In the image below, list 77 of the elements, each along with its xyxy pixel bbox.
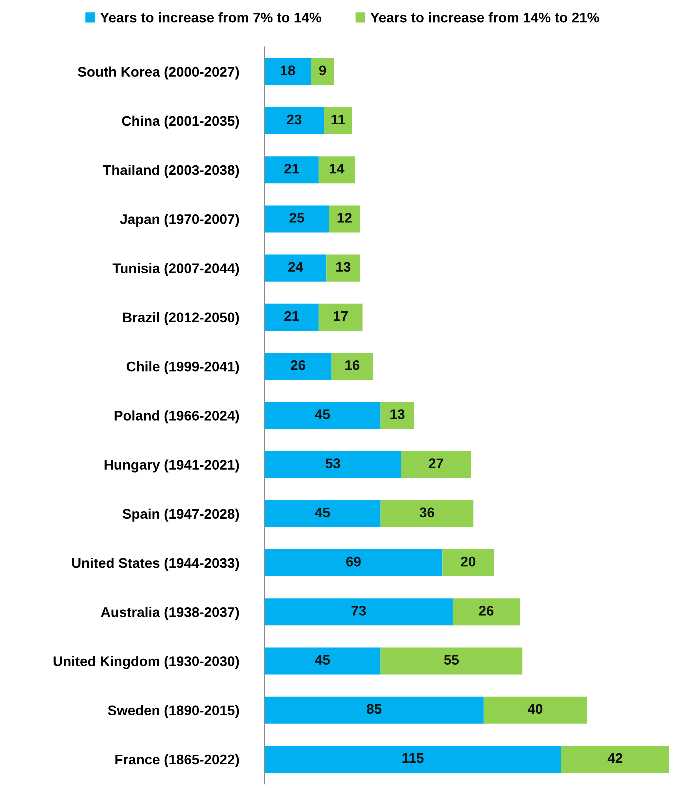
data-label: 40: [528, 704, 543, 714]
data-label: 45: [315, 410, 330, 420]
data-label: 36: [420, 508, 434, 518]
y-tick-label: Hungary (1941-2021): [104, 460, 240, 473]
data-label: 25: [290, 213, 304, 223]
bar: [326, 254, 360, 282]
bar: [264, 304, 319, 331]
y-tick-label: Spain (1947-2028): [122, 508, 240, 522]
bar: [324, 107, 352, 134]
bar: [264, 402, 381, 430]
bar: [264, 156, 319, 184]
y-tick-label: Brazil (2012-2050): [123, 312, 240, 326]
data-label: 18: [281, 66, 296, 76]
data-label: 26: [479, 606, 494, 616]
data-label: 17: [334, 311, 348, 322]
data-label: 55: [444, 655, 460, 665]
y-tick-label: United Kingdom (1930-2030): [54, 656, 240, 670]
data-label: 21: [284, 164, 300, 174]
data-label: 45: [315, 508, 330, 518]
data-label: 85: [367, 704, 382, 714]
data-label: 27: [428, 458, 444, 468]
legend-label: Years to increase from 7% to 14%: [100, 12, 322, 23]
y-tick-label: Australia (1938-2037): [101, 607, 240, 620]
legend-label: Years to increase from 14% to 21%: [370, 12, 600, 23]
y-tick-label: France (1865-2022): [116, 754, 240, 768]
data-label: 23: [287, 114, 302, 125]
data-label: 21: [284, 311, 300, 322]
data-label: 12: [338, 213, 352, 223]
data-label: 26: [291, 360, 306, 370]
data-label: 9: [319, 66, 326, 76]
data-label: 20: [461, 556, 476, 567]
bar: [380, 402, 414, 430]
y-tick-label: Poland (1966-2024): [114, 410, 240, 424]
bar: [318, 304, 363, 331]
y-tick-label: Japan (1970-2007): [120, 214, 240, 228]
bar: [380, 500, 474, 528]
data-label: 13: [336, 262, 351, 272]
data-label: 69: [346, 556, 361, 567]
y-tick-label: Chile (1999-2041): [126, 362, 240, 374]
y-tick-label: Tunisia (2007-2044): [112, 263, 240, 276]
bar: [442, 550, 494, 577]
data-label: 14: [330, 164, 345, 174]
bar: [264, 353, 332, 380]
data-label: 13: [390, 410, 405, 420]
bar: [264, 696, 484, 724]
bar: [264, 648, 381, 675]
bar: [264, 107, 324, 134]
bar: [329, 206, 360, 233]
y-tick-label: United States (1944-2033): [72, 558, 240, 571]
data-label: 45: [315, 655, 330, 665]
bar: [318, 156, 356, 184]
bar: [401, 451, 472, 478]
bar: [264, 746, 562, 774]
bar: [452, 598, 520, 626]
bar: [264, 500, 381, 528]
data-label: 42: [608, 753, 623, 764]
bar: [264, 598, 453, 626]
bar: [264, 254, 327, 282]
bar: [380, 648, 523, 675]
y-tick-label: South Korea (2000-2027): [78, 66, 240, 80]
y-tick-label: Thailand (2003-2038): [103, 165, 240, 178]
data-label: 11: [332, 114, 346, 125]
y-tick-label: China (2001-2035): [122, 116, 240, 129]
bar: [561, 746, 670, 774]
data-label: 24: [288, 262, 304, 272]
bar: [264, 550, 443, 577]
bar: [311, 58, 334, 86]
data-label: 16: [346, 360, 360, 370]
bar: [484, 696, 588, 724]
data-label: 73: [352, 606, 366, 616]
y-tick-label: Sweden (1890-2015): [108, 705, 240, 718]
bar: [264, 206, 330, 233]
data-label: 53: [326, 458, 340, 469]
bar: [332, 353, 374, 380]
data-label: 115: [402, 754, 424, 764]
bar: [264, 451, 402, 478]
bar: [264, 58, 312, 86]
